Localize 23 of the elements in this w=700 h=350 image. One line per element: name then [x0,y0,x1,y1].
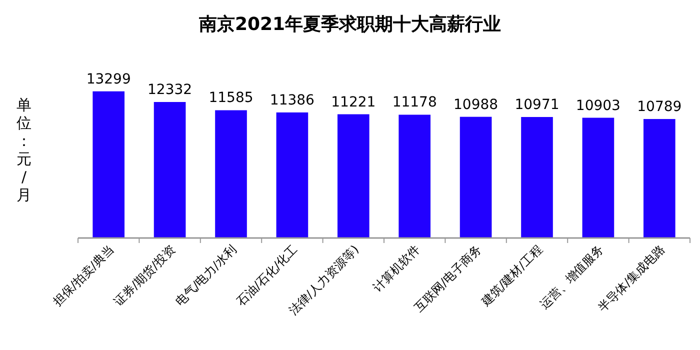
chart-title: 南京2021年夏季求职期十大高薪行业 [198,14,502,35]
x-tick-label: 计算机软件 [370,242,423,295]
data-label: 10903 [576,98,620,114]
bar [643,119,676,238]
bar [582,118,614,238]
bar [276,112,308,238]
data-label: 10988 [454,96,498,113]
bar [92,91,125,238]
data-label: 11178 [392,94,437,111]
data-label: 11386 [270,92,315,108]
data-label: 10971 [514,97,560,114]
data-label: 13299 [86,71,131,88]
data-label: 11221 [331,94,376,110]
y-axis-title: 单位：元/月 [16,96,32,204]
data-label: 11585 [208,90,254,106]
bar [154,102,186,238]
bar [337,114,370,238]
data-label: 10789 [637,99,682,116]
data-label: 12332 [148,82,192,98]
bar [215,110,247,238]
bar [398,114,431,238]
bar [460,116,492,238]
bar [521,117,553,238]
